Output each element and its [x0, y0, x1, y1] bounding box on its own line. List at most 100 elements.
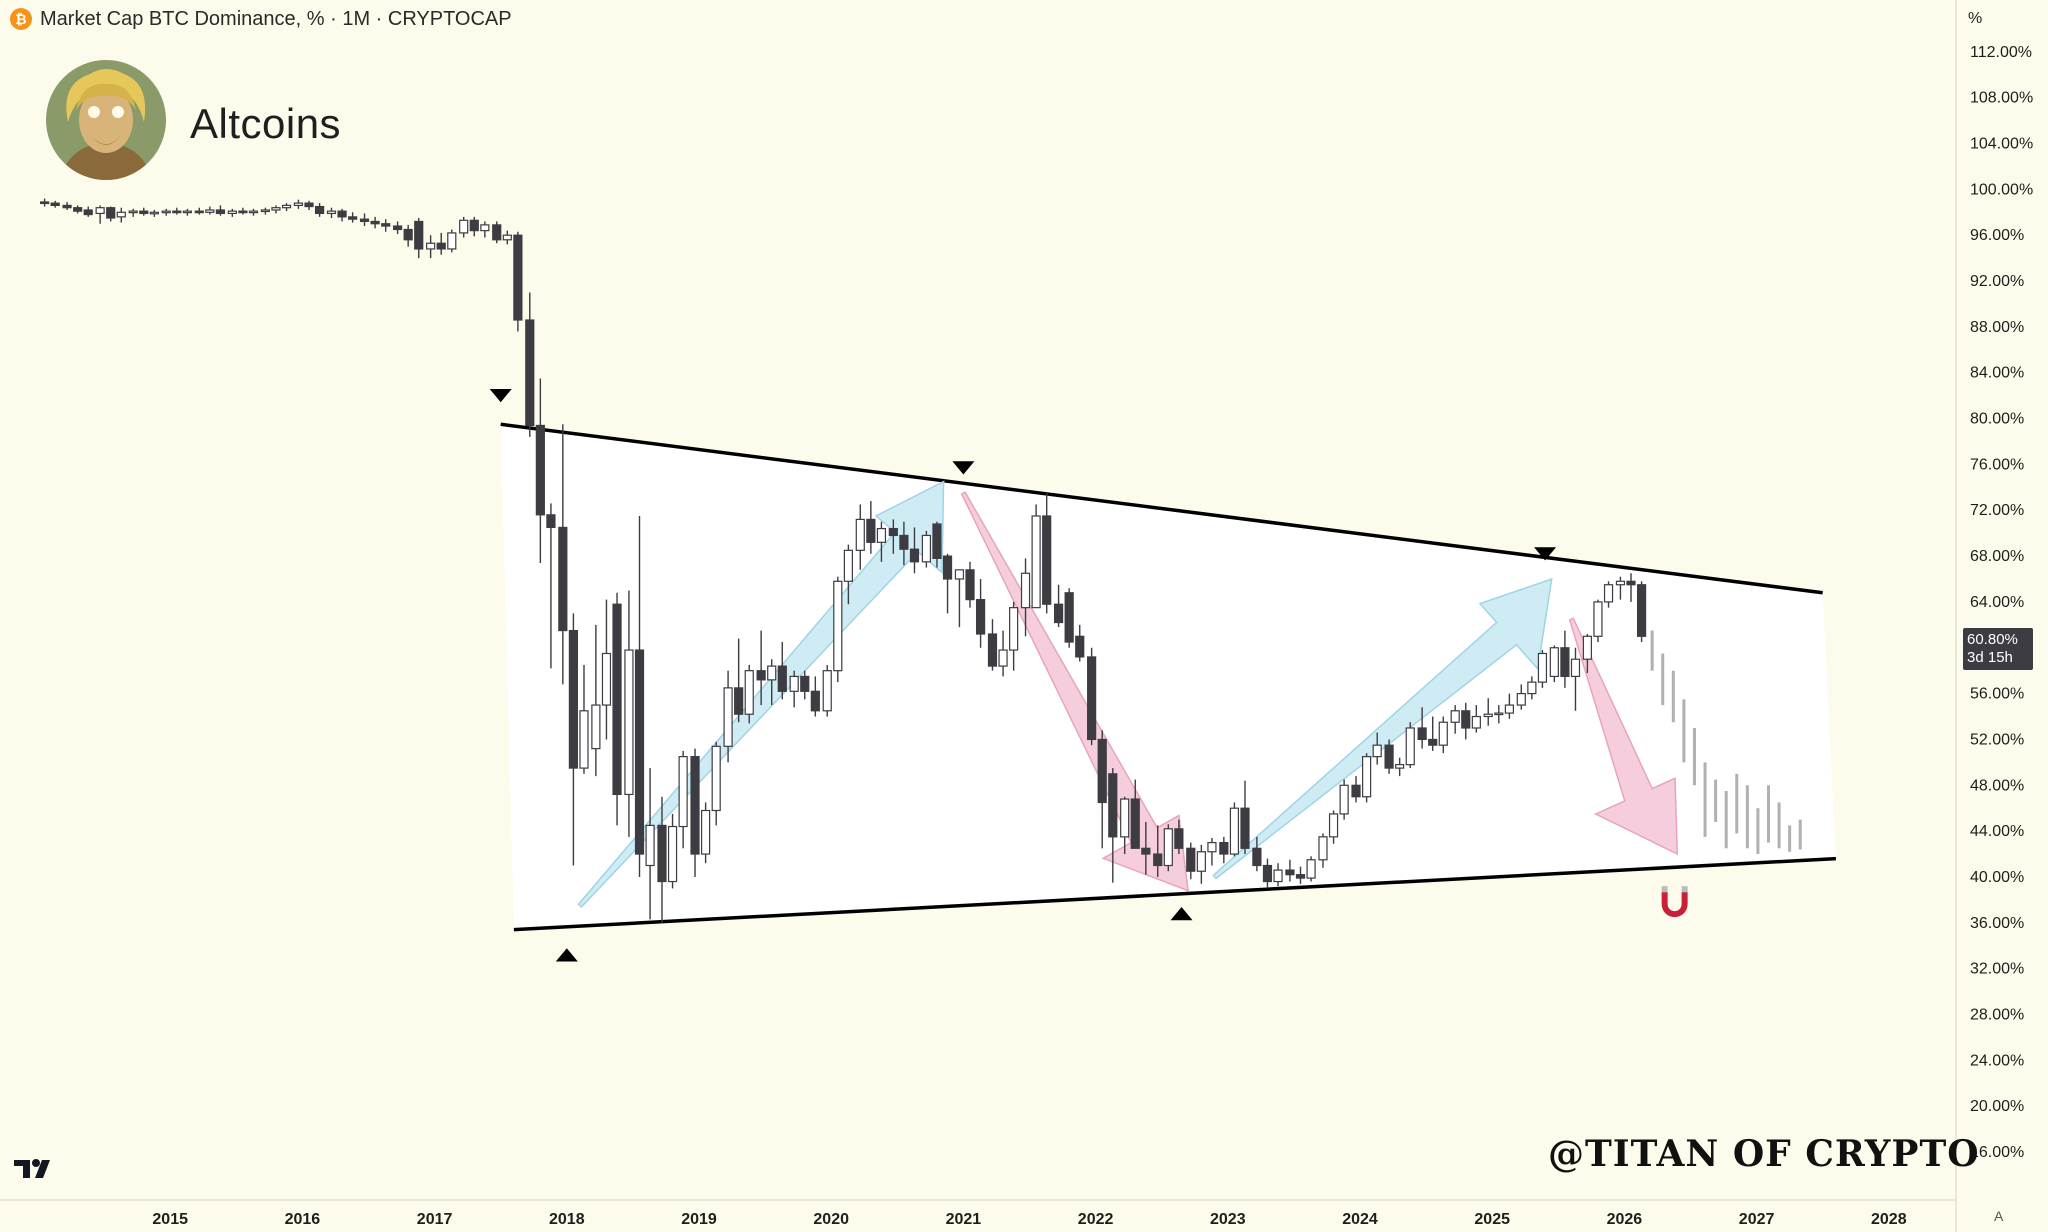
candle: [1196, 844, 1206, 884]
candle-body: [909, 548, 920, 563]
candle: [502, 230, 512, 245]
candle: [601, 599, 612, 740]
candle-body: [579, 710, 589, 769]
auto-scale-button[interactable]: A: [1994, 1208, 2004, 1224]
candle-body: [535, 424, 545, 516]
candle-body: [558, 526, 568, 632]
candle-body: [789, 675, 799, 692]
candle-body: [1438, 721, 1448, 746]
candle: [1031, 504, 1041, 609]
candle-body: [1428, 738, 1438, 746]
candle: [1615, 576, 1626, 600]
candle: [271, 205, 281, 214]
candle: [1362, 753, 1372, 803]
candle-body: [1009, 607, 1019, 651]
candle: [1395, 757, 1405, 777]
candle-body: [998, 649, 1008, 667]
candle: [447, 229, 457, 253]
candle: [932, 521, 942, 568]
candle-body: [1141, 847, 1151, 855]
candle-body: [612, 603, 622, 796]
candle: [1318, 833, 1328, 868]
candle-body: [1163, 828, 1173, 867]
candle: [701, 802, 711, 864]
candle: [591, 624, 601, 777]
symbol-title[interactable]: Market Cap BTC Dominance, % · 1M · CRYPT…: [40, 7, 512, 30]
candle-body: [513, 234, 523, 321]
candle-body: [337, 210, 347, 218]
candle-body: [1450, 710, 1460, 723]
candle-body: [1494, 712, 1504, 716]
tradingview-logo[interactable]: [14, 1158, 56, 1185]
candle-body: [215, 209, 226, 215]
candle: [1240, 780, 1250, 855]
candle-body: [149, 211, 159, 215]
candle: [337, 208, 347, 222]
candle-body: [348, 216, 358, 220]
candle: [1053, 584, 1064, 628]
candle-body: [271, 207, 281, 211]
price-unit-label[interactable]: %: [1968, 10, 1983, 27]
candle-body: [1560, 647, 1570, 678]
candle-body: [723, 687, 733, 747]
y-tick-label: 92.00%: [1970, 273, 2024, 290]
candle: [777, 642, 787, 700]
candle-body: [899, 534, 909, 550]
candle-body: [281, 204, 292, 209]
candle-body: [546, 514, 556, 529]
candle-body: [1207, 841, 1217, 853]
candle-body: [954, 569, 965, 580]
candle: [535, 378, 545, 563]
candle: [1339, 779, 1349, 820]
candle-body: [139, 210, 149, 215]
candle: [469, 216, 479, 237]
candle-body: [172, 210, 182, 214]
candle: [855, 504, 865, 570]
candle-body: [1196, 851, 1206, 872]
y-tick-label: 80.00%: [1970, 411, 2024, 428]
candle-body: [62, 204, 72, 209]
candle: [1229, 802, 1240, 857]
candle-body: [1405, 727, 1415, 766]
candle-body: [601, 652, 612, 706]
x-tick-label: 2017: [417, 1211, 453, 1228]
candle-body: [1615, 580, 1626, 586]
candle: [1537, 650, 1548, 688]
candle: [612, 592, 622, 826]
y-tick-label: 40.00%: [1970, 869, 2024, 886]
candle-body: [701, 809, 711, 855]
candle-body: [1042, 515, 1052, 605]
candle-body: [480, 224, 490, 232]
candle: [1560, 630, 1570, 688]
candle-body: [1020, 572, 1031, 609]
candle-body: [876, 527, 887, 543]
candle: [1527, 676, 1537, 700]
candle-body: [1120, 798, 1130, 838]
candle: [954, 569, 965, 628]
candle: [128, 208, 138, 217]
candle: [1153, 825, 1163, 877]
candle-body: [645, 824, 655, 867]
candle-body: [370, 220, 380, 225]
tradingview-logo-icon: [14, 1159, 50, 1178]
y-tick-label: 36.00%: [1970, 915, 2024, 932]
candle-body: [248, 210, 259, 214]
candle-body: [690, 756, 700, 855]
candle-body: [1108, 773, 1118, 838]
candle: [1273, 863, 1283, 887]
candle-body: [525, 319, 535, 427]
candle-body: [1626, 580, 1636, 586]
up-trend-arrow: [1212, 577, 1553, 880]
candle: [767, 659, 777, 706]
candle-body: [624, 649, 634, 796]
candle: [1384, 739, 1394, 774]
candle: [866, 501, 876, 554]
x-tick-label: 2024: [1342, 1211, 1378, 1228]
candle-body: [414, 220, 424, 250]
candle-body: [855, 518, 865, 551]
y-tick-label: 48.00%: [1970, 777, 2024, 794]
y-tick-label: 96.00%: [1970, 227, 2024, 244]
candle-body: [359, 218, 370, 223]
candle-body: [1461, 710, 1471, 729]
